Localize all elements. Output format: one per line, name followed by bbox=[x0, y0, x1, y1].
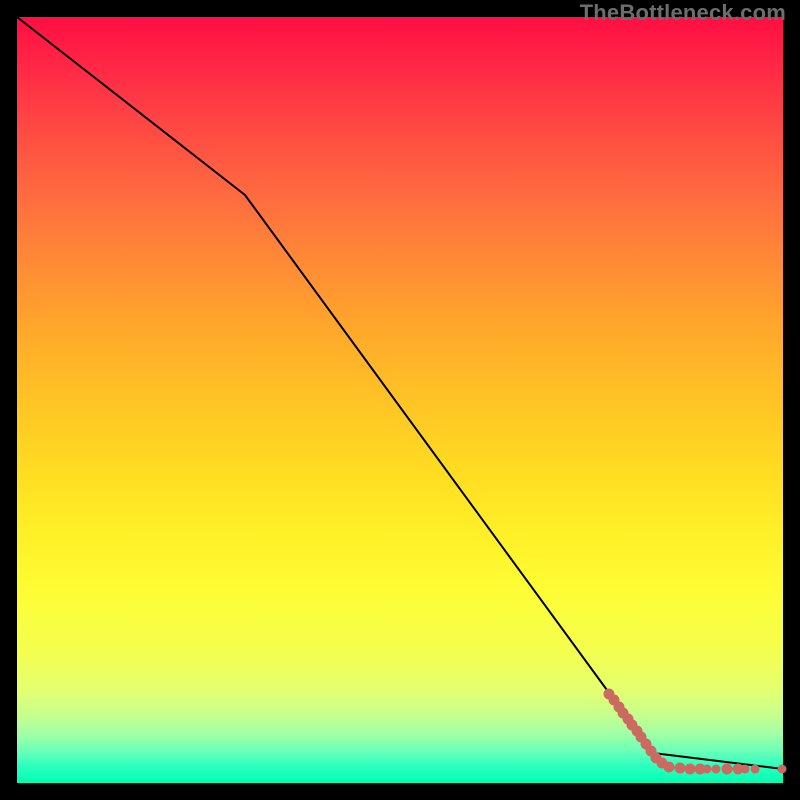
watermark-text: TheBottleneck.com bbox=[580, 0, 786, 26]
data-marker bbox=[751, 765, 760, 774]
figure-container: TheBottleneck.com bbox=[0, 0, 800, 800]
data-marker bbox=[741, 765, 750, 774]
data-marker bbox=[685, 764, 696, 775]
data-marker bbox=[778, 765, 787, 774]
data-marker bbox=[703, 765, 712, 774]
data-marker bbox=[722, 764, 733, 775]
data-marker bbox=[664, 762, 675, 773]
data-marker bbox=[712, 765, 721, 774]
chart-svg bbox=[0, 0, 800, 800]
plot-area bbox=[17, 17, 783, 783]
data-marker bbox=[675, 763, 686, 774]
